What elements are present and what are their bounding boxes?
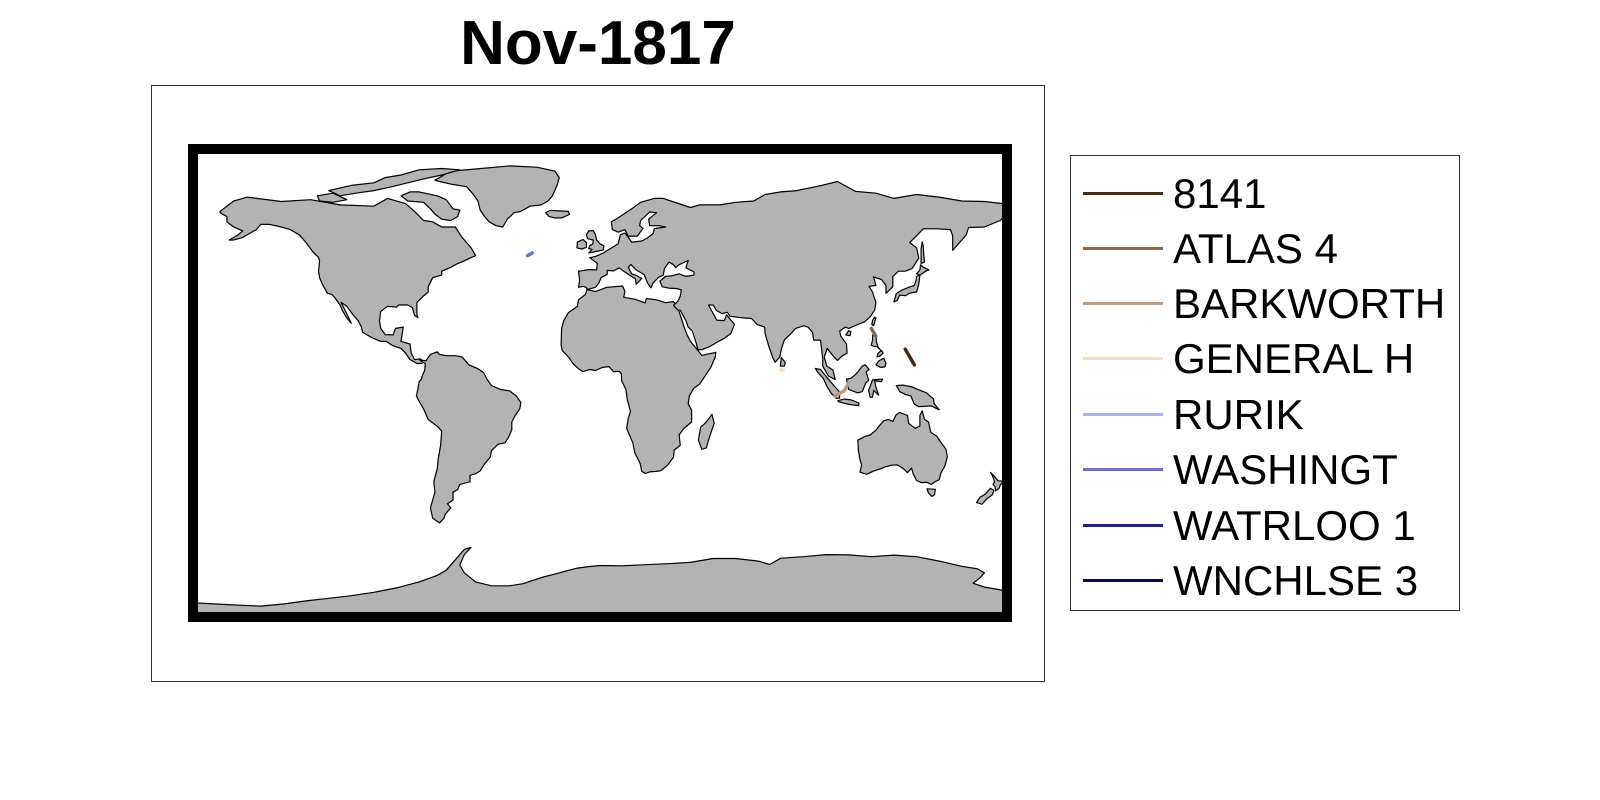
landmasses [192,165,1008,618]
mindanao-land [875,357,887,368]
legend-swatch [1083,192,1163,195]
legend-label: WATRLOO 1 [1173,502,1416,549]
eurasia-land [577,180,1008,381]
track-layer [525,251,917,398]
track-line [525,251,534,258]
luzon-land [870,334,882,351]
australia-land [857,410,948,485]
legend-swatch [1083,247,1163,250]
legend-swatch [1083,468,1163,471]
tasmania-land [926,488,936,497]
legend-label: WASHINGT [1173,446,1398,493]
legend-swatch [1083,524,1163,527]
africa-land [560,285,717,475]
sakhalin-land [920,241,926,265]
map-frame [188,144,1012,622]
legend-item: GENERAL H [1071,327,1459,383]
legend-swatch [1083,413,1163,416]
new-zealand-s-land [975,487,995,505]
world-map [188,144,1012,622]
legend-label: 8141 [1173,170,1267,217]
track-line [903,347,917,367]
ireland-land [576,238,587,250]
baffin-land [400,191,461,222]
iceland-land [545,209,571,219]
legend-item: RURIK [1071,383,1459,439]
legend-swatch [1083,579,1163,582]
legend-label: ATLAS 4 [1173,225,1338,272]
legend-item: BARKWORTH [1071,272,1459,328]
visayas-land [876,349,884,358]
south-america-land [415,351,522,524]
track-line [833,381,851,398]
borneo-land [845,364,870,394]
map-title: Nov-1817 [460,9,736,78]
arctic-isl-1-land [328,167,461,197]
track-line [869,326,878,338]
madagascar-land [697,413,715,450]
great-britain-land [585,229,605,254]
legend-label: RURIK [1173,391,1304,438]
antarctica-land [192,546,1008,618]
new-zealand-n-land [989,471,1005,492]
arctic-isl-2-land [316,192,348,203]
legend-swatch [1083,357,1163,360]
new-guinea-land [895,384,940,411]
sumatra-land [814,367,841,399]
taiwan-land [871,316,877,327]
legend-swatch [1083,302,1163,305]
legend-item: ATLAS 4 [1071,217,1459,273]
legend-item: WNCHLSE 3 [1071,549,1459,605]
greenland-land [434,165,560,228]
hokkaido-land [915,264,930,276]
legend: 8141 ATLAS 4 BARKWORTH GENERAL H RURIK W… [1070,155,1460,611]
legend-label: WNCHLSE 3 [1173,557,1419,604]
axes-box [151,85,1045,682]
java-land [837,398,860,407]
legend-item: WATRLOO 1 [1071,494,1459,550]
sri-lanka-land [779,356,787,367]
legend-label: BARKWORTH [1173,280,1446,327]
sulawesi-land [867,378,884,398]
legend-item: 8141 [1071,162,1459,218]
legend-item: WASHINGT [1071,438,1459,494]
hainan-land [845,330,852,337]
legend-label: GENERAL H [1173,335,1415,382]
